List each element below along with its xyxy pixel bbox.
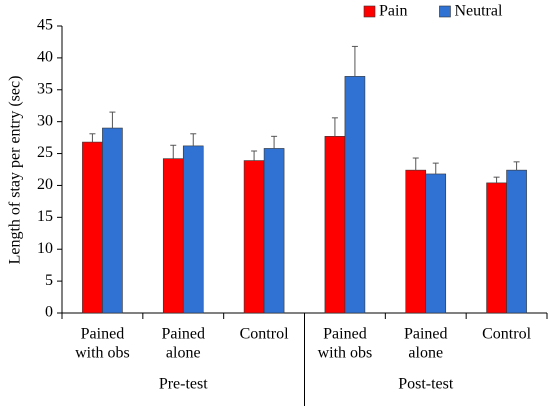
error-bar [251, 150, 258, 161]
bar [162, 158, 184, 314]
error-bar [351, 45, 358, 77]
y-axis-label: Length of stay per entry (sec) [7, 76, 24, 265]
x-tick-label: Control [482, 326, 531, 343]
y-tick-label: 0 [45, 304, 53, 321]
bar [425, 173, 447, 314]
y-tick-label: 10 [37, 240, 53, 257]
error-bar [109, 111, 116, 129]
bar [344, 76, 366, 314]
x-tick-label: alone [166, 345, 201, 362]
error-bar [89, 133, 96, 143]
error-bar [493, 176, 500, 183]
error-bar [331, 117, 338, 137]
y-tick-label: 30 [37, 112, 53, 129]
bar [263, 148, 285, 314]
legend-swatch [439, 5, 451, 18]
group-label: Post-test [398, 376, 454, 393]
legend-swatch [363, 5, 376, 18]
x-tick-label: Pained [323, 326, 367, 343]
error-bar [271, 135, 278, 149]
bar [182, 145, 204, 314]
bar [102, 127, 123, 314]
bar [82, 141, 103, 314]
y-tick-label: 40 [37, 49, 53, 66]
x-tick-label: Pained [161, 326, 205, 343]
bar [506, 169, 527, 314]
error-bar [190, 133, 197, 146]
error-bar [432, 162, 439, 174]
bar [486, 182, 507, 314]
y-tick-label: 45 [37, 17, 53, 34]
y-tick-label: 20 [37, 176, 53, 193]
y-tick-label: 25 [37, 144, 53, 161]
error-bar [170, 144, 177, 159]
bar [243, 160, 265, 314]
bar [405, 169, 427, 314]
x-tick-label: alone [408, 345, 443, 362]
x-tick-label: Pained [81, 326, 125, 343]
error-bar [513, 161, 520, 171]
bar [324, 136, 346, 314]
error-bar [412, 157, 419, 171]
y-tick-label: 5 [45, 272, 53, 289]
x-tick-label: Pained [404, 326, 448, 343]
y-tick-label: 15 [37, 208, 53, 225]
group-label: Pre-test [159, 376, 208, 393]
x-tick-label: with obs [318, 345, 373, 362]
x-tick-label: with obs [75, 345, 130, 362]
legend-label: Neutral [454, 3, 503, 20]
y-tick-label: 35 [37, 80, 53, 97]
legend-label: Pain [379, 3, 407, 20]
x-tick-label: Control [240, 326, 289, 343]
